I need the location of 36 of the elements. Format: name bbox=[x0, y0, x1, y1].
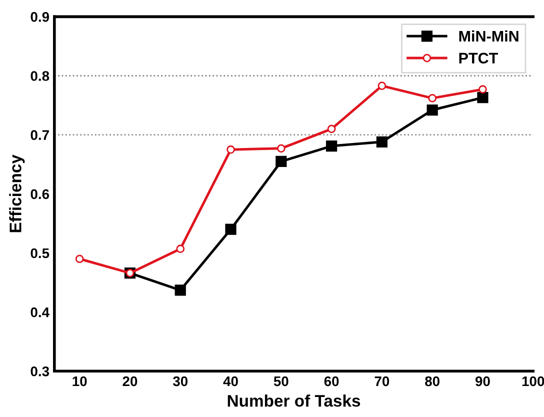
point bbox=[276, 144, 286, 153]
y-tick-label: 0.8 bbox=[30, 71, 50, 81]
point bbox=[428, 94, 437, 102]
y-tick-label: 0.3 bbox=[30, 366, 50, 376]
point bbox=[174, 284, 186, 296]
point bbox=[276, 156, 287, 167]
x-tick-label: 20 bbox=[122, 376, 138, 386]
y-tick-label: 0.6 bbox=[30, 189, 50, 200]
x-tick-label: 90 bbox=[475, 376, 490, 386]
x-tick-label: 30 bbox=[172, 376, 188, 386]
point bbox=[226, 145, 235, 154]
point bbox=[376, 136, 388, 148]
point bbox=[426, 104, 438, 116]
x-tick-label: 80 bbox=[425, 376, 440, 386]
x-tick-label: 100 bbox=[522, 376, 544, 386]
point bbox=[225, 224, 236, 235]
y-tick-label: 0.9 bbox=[30, 12, 50, 22]
y-axis-title: Efficiency bbox=[9, 154, 25, 232]
y-tick-label: 0.7 bbox=[30, 130, 49, 140]
y-tick-label: 0.5 bbox=[30, 248, 50, 258]
point bbox=[176, 244, 185, 254]
x-tick-label: 70 bbox=[374, 376, 390, 386]
x-tick-label: 40 bbox=[223, 376, 238, 386]
point bbox=[478, 85, 487, 94]
point bbox=[477, 92, 488, 104]
x-tick-label: 60 bbox=[324, 376, 339, 386]
point bbox=[75, 254, 84, 264]
x-tick-label: 50 bbox=[274, 376, 288, 386]
x-tick-label: 10 bbox=[72, 376, 87, 386]
y-tick-label: 0.4 bbox=[30, 307, 50, 318]
point bbox=[378, 82, 386, 90]
legend-label: MiN-MiN bbox=[459, 30, 518, 42]
point bbox=[326, 140, 338, 152]
point bbox=[327, 124, 336, 134]
legend-label: PTCT bbox=[459, 52, 498, 64]
x-axis-title: Number of Tasks bbox=[228, 394, 360, 407]
